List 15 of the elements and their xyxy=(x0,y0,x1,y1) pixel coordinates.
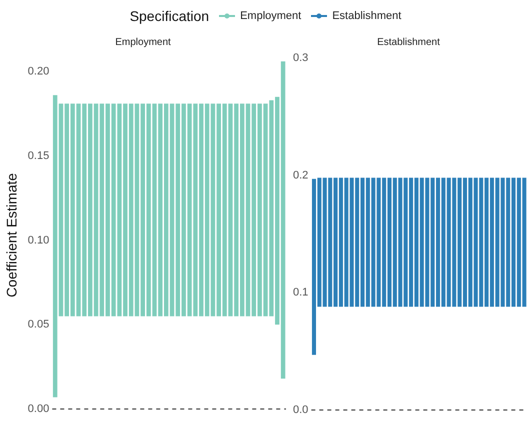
y-tick-label: 0.3 xyxy=(292,52,308,64)
chart-title: Establishment xyxy=(377,36,440,48)
y-tick-label: 0.2 xyxy=(292,169,308,182)
y-axis-title: Coefficient Estimate xyxy=(3,172,20,298)
y-tick-label: 0.15 xyxy=(28,150,50,162)
legend-title: Specification xyxy=(130,8,210,24)
legend-label: Employment xyxy=(240,10,302,22)
y-tick-label: 0.1 xyxy=(292,286,308,299)
y-tick-label: 0.05 xyxy=(28,318,50,331)
y-tick-label: 0.10 xyxy=(28,234,50,246)
y-tick-label: 0.00 xyxy=(28,403,50,416)
chart-title: Employment xyxy=(115,36,172,48)
y-tick-label: 0.20 xyxy=(28,66,50,78)
legend-label: Establishment xyxy=(332,10,402,22)
y-tick-label: 0.0 xyxy=(292,404,308,416)
